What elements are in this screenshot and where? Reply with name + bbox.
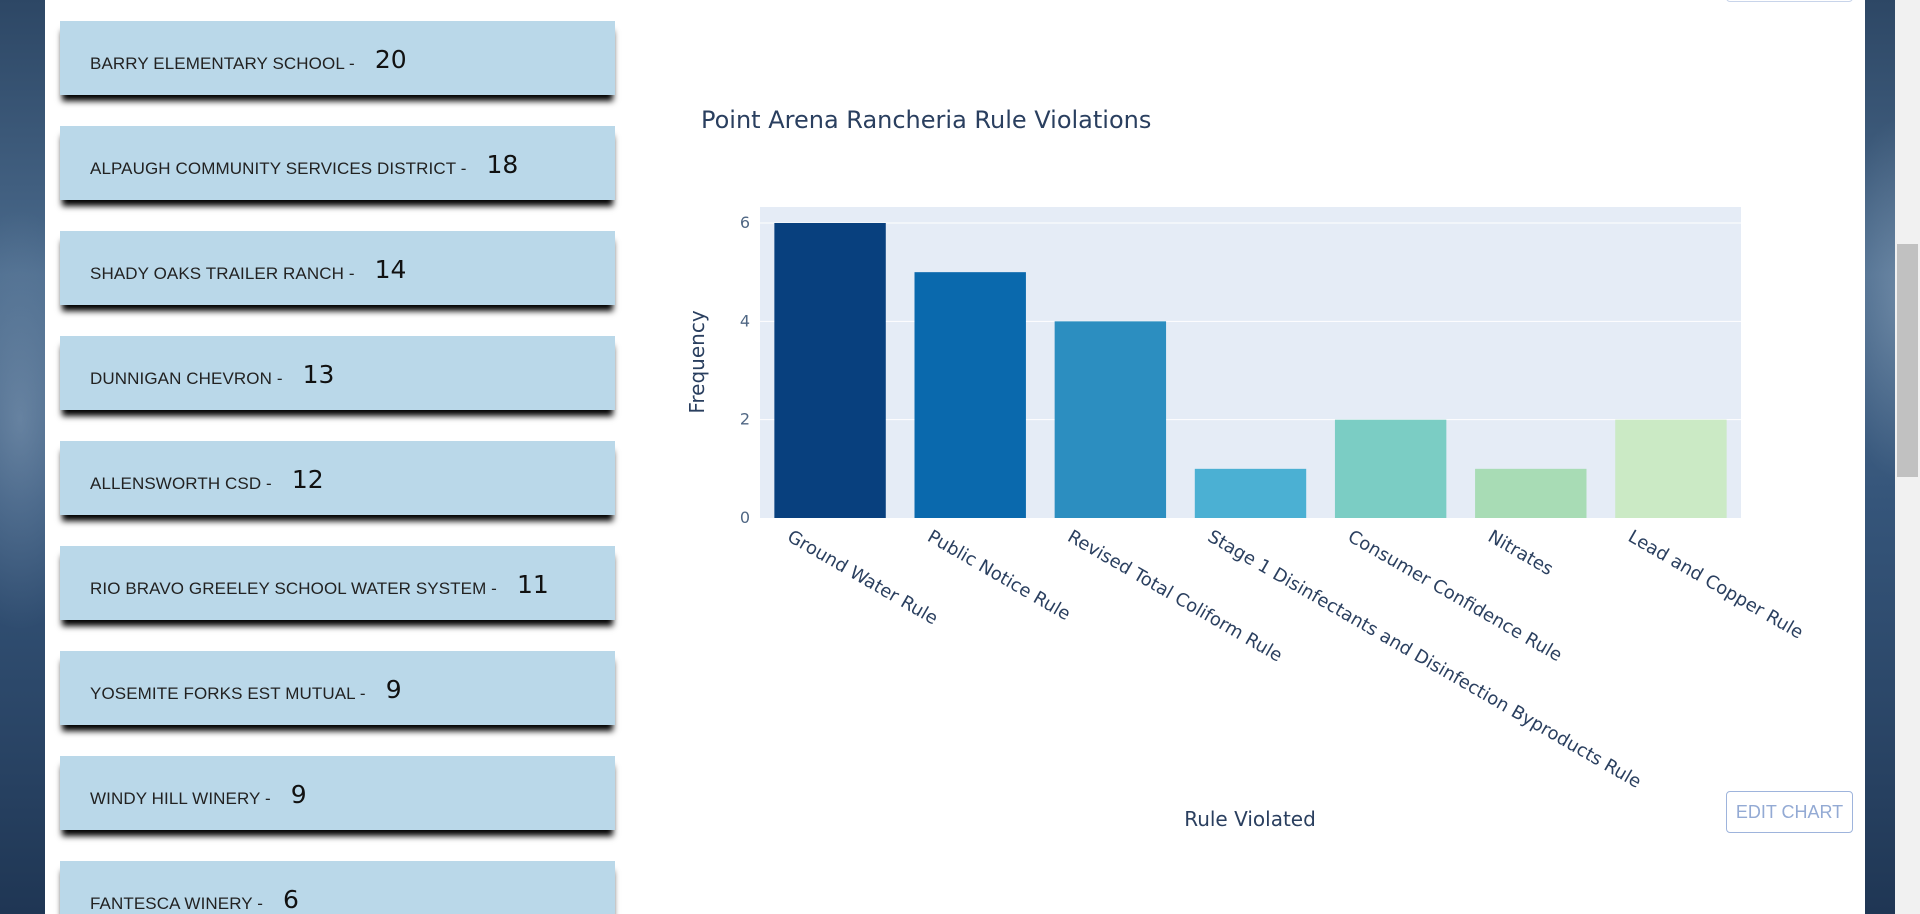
system-list-item[interactable]: SHADY OAKS TRAILER RANCH - 14 xyxy=(60,231,615,305)
system-name: RIO BRAVO GREELEY SCHOOL WATER SYSTEM - xyxy=(90,579,497,598)
system-list-item[interactable]: YOSEMITE FORKS EST MUTUAL - 9 xyxy=(60,651,615,725)
system-list-item[interactable]: DUNNIGAN CHEVRON - 13 xyxy=(60,336,615,410)
system-list-item[interactable]: ALPAUGH COMMUNITY SERVICES DISTRICT - 18 xyxy=(60,126,615,200)
system-name: FANTESCA WINERY - xyxy=(90,894,263,913)
system-name: BARRY ELEMENTARY SCHOOL - xyxy=(90,54,355,73)
bar xyxy=(774,223,886,518)
edit-chart-button[interactable]: EDIT CHART xyxy=(1726,791,1853,833)
bar xyxy=(914,272,1026,518)
x-tick-label: Public Notice Rule xyxy=(924,526,1074,625)
chart-title: Point Arena Rancheria Rule Violations xyxy=(701,106,1152,134)
system-name: SHADY OAKS TRAILER RANCH - xyxy=(90,264,355,283)
x-tick-label: Lead and Copper Rule xyxy=(1624,526,1806,643)
system-name: YOSEMITE FORKS EST MUTUAL - xyxy=(90,684,366,703)
system-list-item[interactable]: RIO BRAVO GREELEY SCHOOL WATER SYSTEM - 1… xyxy=(60,546,615,620)
system-list-item[interactable]: FANTESCA WINERY - 6 xyxy=(60,861,615,914)
violation-count: 9 xyxy=(385,674,402,704)
y-tick-label: 6 xyxy=(740,213,750,232)
violation-count: 20 xyxy=(374,44,407,74)
bar xyxy=(1334,419,1447,518)
violation-count: 13 xyxy=(302,359,335,389)
violation-count: 12 xyxy=(291,464,324,494)
violation-count: 6 xyxy=(283,884,299,914)
scrollbar-thumb[interactable] xyxy=(1897,244,1918,477)
system-name: ALPAUGH COMMUNITY SERVICES DISTRICT - xyxy=(90,159,467,178)
y-tick-label: 2 xyxy=(740,410,750,429)
bar xyxy=(1194,468,1307,518)
system-name: WINDY HILL WINERY - xyxy=(90,789,271,808)
system-list-item[interactable]: BARRY ELEMENTARY SCHOOL - 20 xyxy=(60,21,615,95)
bar xyxy=(1054,321,1167,518)
system-list-item[interactable]: WINDY HILL WINERY - 9 xyxy=(60,756,615,830)
violation-count: 11 xyxy=(516,569,549,599)
x-tick-label: Ground Water Rule xyxy=(784,526,942,629)
x-tick-label: Nitrates xyxy=(1484,526,1556,580)
system-name: DUNNIGAN CHEVRON - xyxy=(90,369,283,388)
bar xyxy=(1615,419,1727,518)
x-axis-title: Rule Violated xyxy=(1184,807,1316,831)
violation-count: 18 xyxy=(486,149,519,179)
systems-panel: BARRY ELEMENTARY SCHOOL - 20 ALPAUGH COMMU… xyxy=(45,0,640,914)
violation-count: 14 xyxy=(374,254,407,284)
system-name: ALLENSWORTH CSD - xyxy=(90,474,272,493)
violation-count: 9 xyxy=(290,779,307,809)
y-tick-label: 4 xyxy=(740,311,750,330)
y-axis-title: Frequency xyxy=(685,310,709,413)
system-list-item[interactable]: ALLENSWORTH CSD - 12 xyxy=(60,441,615,515)
bar xyxy=(1475,468,1587,518)
y-tick-label: 0 xyxy=(740,508,750,527)
